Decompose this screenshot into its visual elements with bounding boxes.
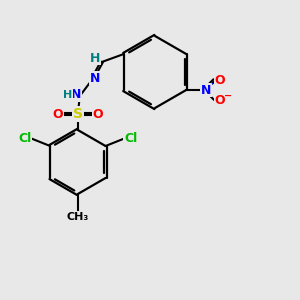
Text: O: O: [92, 107, 103, 121]
Text: N: N: [70, 88, 81, 101]
Text: N: N: [90, 71, 100, 85]
Text: H: H: [90, 52, 100, 64]
Text: O: O: [215, 94, 226, 106]
Text: O: O: [215, 74, 226, 86]
Text: O: O: [52, 107, 63, 121]
Text: −: −: [224, 91, 232, 101]
Text: +: +: [210, 80, 217, 88]
Text: H: H: [63, 90, 72, 100]
Text: Cl: Cl: [124, 131, 137, 145]
Text: S: S: [73, 107, 83, 121]
Text: N: N: [201, 83, 211, 97]
Text: Cl: Cl: [19, 131, 32, 145]
Text: CH₃: CH₃: [67, 212, 89, 222]
